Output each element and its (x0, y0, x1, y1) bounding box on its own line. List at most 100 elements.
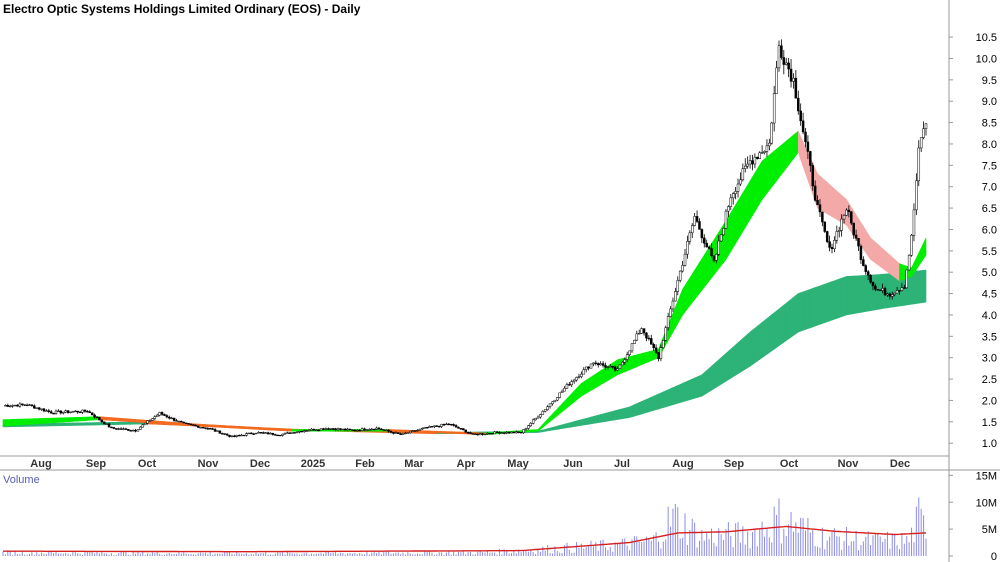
candle-body (582, 369, 586, 375)
short-mma-segment (19, 418, 23, 426)
candle-body (830, 247, 834, 250)
short-mma-segment (128, 418, 132, 423)
short-mma-segment (687, 276, 691, 310)
candle-body (351, 429, 354, 431)
short-mma-segment (200, 423, 204, 427)
short-mma-segment (291, 429, 295, 432)
candle-body (601, 363, 605, 366)
long-mma-segment (576, 419, 580, 427)
price-tick-label: 6.0 (982, 224, 997, 236)
price-tick-label: 2.5 (982, 374, 997, 386)
candle-body (886, 293, 889, 296)
short-mma-segment (646, 351, 650, 364)
short-mma-segment (212, 424, 216, 428)
candle-body (69, 411, 72, 413)
candle-body (556, 397, 559, 401)
candle-body (447, 423, 451, 426)
short-mma-segment (793, 132, 797, 160)
short-mma-segment (106, 416, 110, 421)
candle-body (572, 379, 576, 382)
candle-body (466, 432, 470, 434)
long-mma-segment (863, 275, 867, 313)
candle-body (269, 432, 272, 435)
short-mma-segment (255, 427, 259, 430)
candle-body (871, 281, 875, 287)
candle-body (42, 408, 46, 412)
candle-body (151, 418, 154, 421)
long-mma-segment (682, 381, 686, 403)
long-mma-segment (814, 286, 818, 327)
long-mma-segment (747, 331, 751, 369)
candle-body (488, 433, 492, 435)
candle-body (698, 221, 701, 230)
long-mma-segment (713, 361, 717, 390)
short-mma-segment (426, 430, 430, 433)
candle-body (372, 428, 376, 431)
long-mma-segment (853, 275, 857, 315)
short-mma-segment (431, 430, 435, 434)
short-mma-segment (896, 260, 900, 282)
candle-body (821, 211, 824, 223)
candle-body (160, 412, 164, 415)
long-mma-segment (118, 421, 122, 425)
candle-body (792, 77, 795, 82)
candle-body (396, 432, 400, 434)
candle-body (240, 434, 243, 437)
long-mma-segment (130, 421, 134, 425)
candle-body (609, 366, 612, 368)
volume-tick-label: 5M (982, 524, 997, 536)
candle-body (758, 152, 761, 159)
candle-body (674, 291, 677, 302)
candle-body (81, 409, 84, 413)
date-tick-label: Dec (890, 458, 910, 470)
candle-body (618, 364, 622, 369)
long-mma-segment (67, 422, 71, 426)
short-mma-segment (882, 248, 886, 271)
short-mma-segment (863, 225, 867, 254)
short-mma-segment (556, 405, 560, 417)
short-mma-segment (694, 265, 698, 301)
short-mma-segment (631, 355, 635, 370)
volume-tick-label: 10M (976, 497, 997, 509)
long-mma-segment (612, 410, 616, 421)
candle-body (548, 403, 552, 407)
short-mma-segment (171, 421, 175, 425)
short-mma-segment (901, 264, 905, 281)
long-mma-segment (696, 375, 700, 398)
long-mma-segment (48, 422, 52, 427)
price-tick-label: 5.5 (982, 246, 997, 258)
long-mma-segment (120, 421, 124, 425)
candle-body (13, 404, 17, 407)
short-mma-segment (284, 428, 288, 432)
candle-body (715, 254, 718, 261)
long-mma-segment (55, 422, 59, 427)
candle-body (423, 427, 426, 429)
long-mma-segment (761, 319, 765, 359)
short-mma-segment (79, 416, 83, 422)
date-tick-label: Sep (86, 458, 106, 470)
long-mma-segment (728, 348, 732, 381)
short-mma-segment (744, 183, 748, 229)
candle-body (201, 427, 205, 429)
long-mma-segment (679, 382, 683, 403)
candle-body (387, 429, 390, 432)
candle-body (589, 363, 593, 369)
candle-body (664, 327, 667, 341)
short-mma-segment (737, 195, 741, 241)
short-mma-segment (735, 199, 739, 245)
short-mma-segment (824, 179, 828, 215)
candle-body (568, 384, 571, 386)
candle-body (924, 123, 928, 129)
candle-body (312, 428, 316, 431)
short-mma-segment (207, 424, 211, 428)
candle-body (57, 410, 60, 412)
long-mma-segment (660, 391, 664, 409)
short-mma-segment (115, 417, 119, 422)
candle-body (392, 431, 395, 434)
long-mma-segment (754, 325, 758, 364)
long-mma-segment (115, 421, 119, 425)
candle-body (329, 428, 332, 430)
candle-body (310, 428, 313, 431)
candle-body (575, 377, 578, 381)
candle-body (724, 210, 728, 229)
